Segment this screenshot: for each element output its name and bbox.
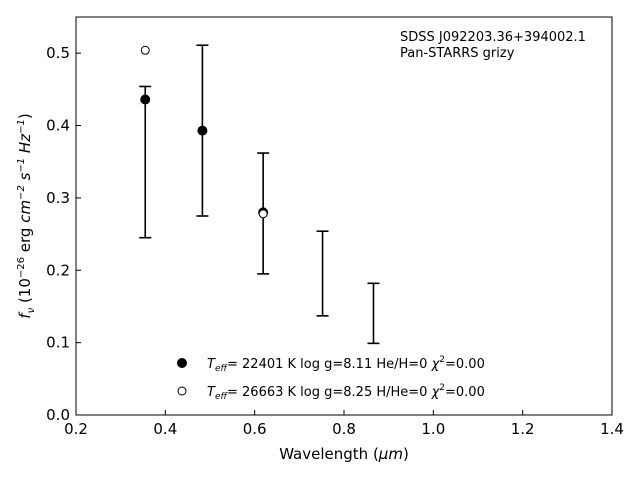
error-bar [139, 85, 152, 239]
model-point-filled [197, 125, 208, 136]
error-bar [367, 282, 380, 345]
data-markers [140, 45, 269, 219]
legend-label-filled: Teff= 22401 K log g=8.11 He/H=0 χ2=0.00 [207, 355, 485, 374]
legend-marker-open [177, 386, 187, 396]
x-tick-label: 0.4 [153, 420, 177, 438]
x-tick-label: 0.6 [243, 420, 267, 438]
y-tick-label: 0.3 [46, 189, 70, 207]
legend: Teff= 22401 K log g=8.11 He/H=0 χ2=0.00 … [177, 355, 485, 402]
y-tick-label: 0.2 [46, 261, 70, 279]
model-point-filled [140, 94, 151, 105]
y-tick-label: 0.1 [46, 334, 70, 352]
x-axis-title: Wavelength (μm) [279, 445, 409, 463]
error-bars [139, 44, 380, 345]
legend-label-open: Teff= 26663 K log g=8.25 H/He=0 χ2=0.00 [207, 383, 485, 402]
x-tick-label: 1.4 [600, 420, 624, 438]
x-tick-label: 0.2 [64, 420, 88, 438]
y-tick-label: 0.4 [46, 117, 70, 135]
x-axis-ticks: 0.2 0.4 0.6 0.8 1.0 1.2 1.4 [64, 410, 624, 438]
y-tick-label: 0.0 [46, 406, 70, 424]
plot-frame [75, 16, 613, 416]
y-tick-label: 0.5 [46, 44, 70, 62]
annotation-object-name: SDSS J092203.36+394002.1 [400, 30, 586, 45]
y-axis-title: fν (10−26 erg cm−2 s−1 Hz−1) [16, 113, 37, 318]
model-point-open [258, 209, 268, 219]
x-tick-label: 1.0 [421, 420, 445, 438]
legend-marker-filled [177, 358, 187, 368]
error-bar [316, 230, 329, 317]
x-tick-label: 1.2 [511, 420, 535, 438]
x-tick-label: 0.8 [332, 420, 356, 438]
y-axis-ticks: 0.0 0.1 0.2 0.3 0.4 0.5 [46, 44, 81, 424]
model-point-open [140, 45, 150, 55]
annotation-survey-name: Pan-STARRS grizy [400, 46, 515, 61]
